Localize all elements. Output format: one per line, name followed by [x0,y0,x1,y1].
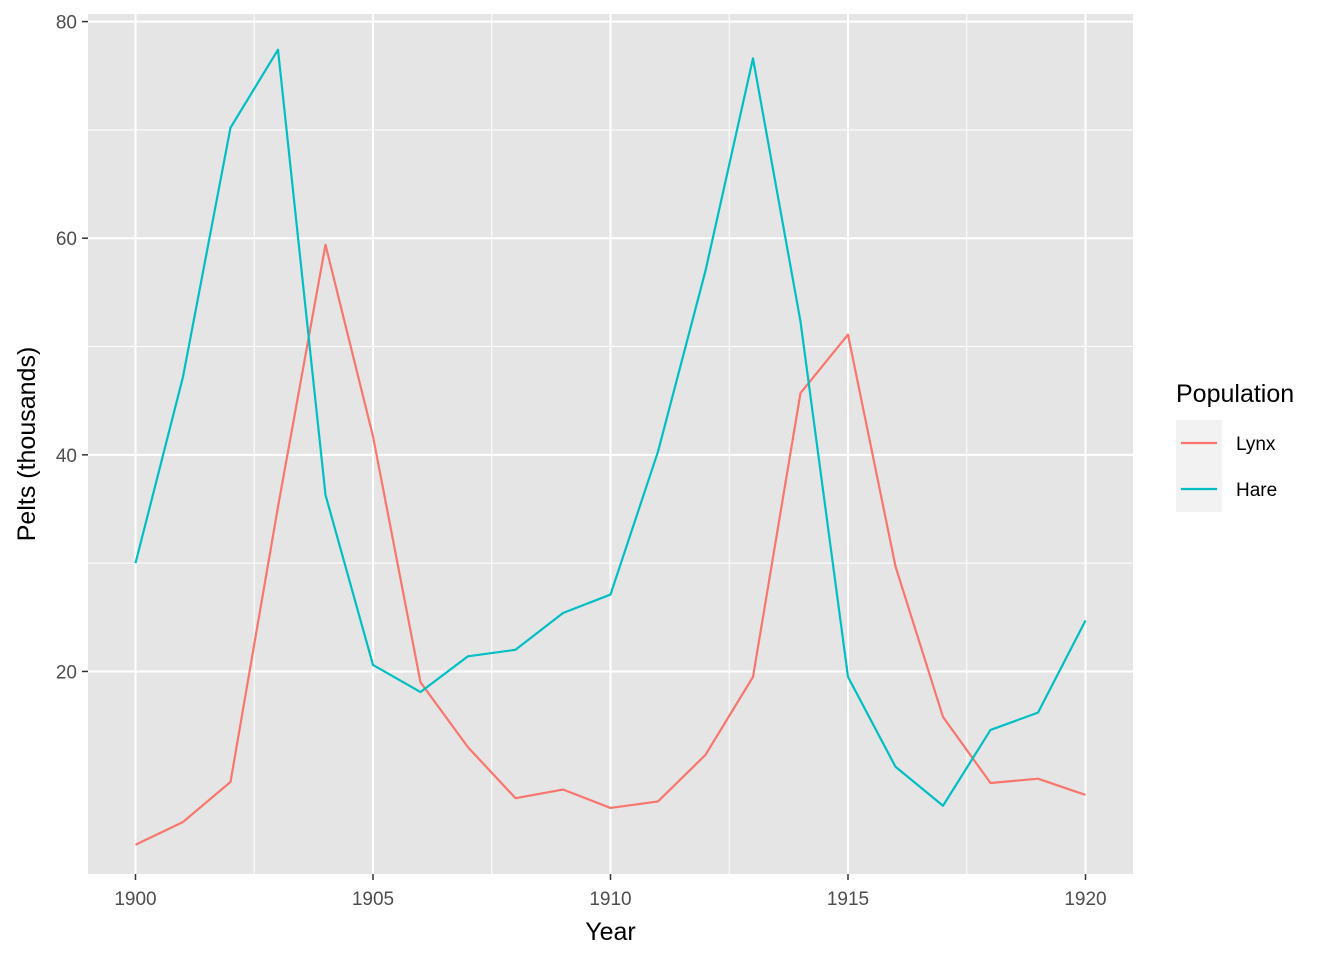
axis-ticks [82,20,1087,880]
legend: Population Lynx Hare [1176,380,1294,512]
series-line-hare [134,48,1087,807]
series-line-lynx [135,243,1086,846]
x-tick-label: 1905 [352,889,394,910]
legend-label-hare: Hare [1236,480,1277,501]
y-axis-title: Pelts (thousands) [13,347,41,542]
x-axis-title: Year [585,918,636,946]
axis-tick-labels: 1900 1905 1910 1915 1920 20 40 60 80 [56,13,1107,910]
legend-label-lynx: Lynx [1236,434,1276,455]
y-tick-label: 40 [56,446,77,467]
legend-items: Lynx Hare [1181,434,1277,501]
major-gridlines [88,14,1133,874]
x-tick-label: 1915 [827,889,869,910]
x-tick-label: 1900 [114,889,156,910]
y-tick-label: 20 [56,662,77,683]
series-lines [134,48,1087,846]
y-tick-label: 80 [56,13,77,34]
legend-key-background [1176,420,1222,512]
x-tick-label: 1920 [1064,889,1106,910]
legend-title: Population [1176,380,1294,408]
y-tick-label: 60 [56,229,77,250]
x-tick-label: 1910 [589,889,631,910]
